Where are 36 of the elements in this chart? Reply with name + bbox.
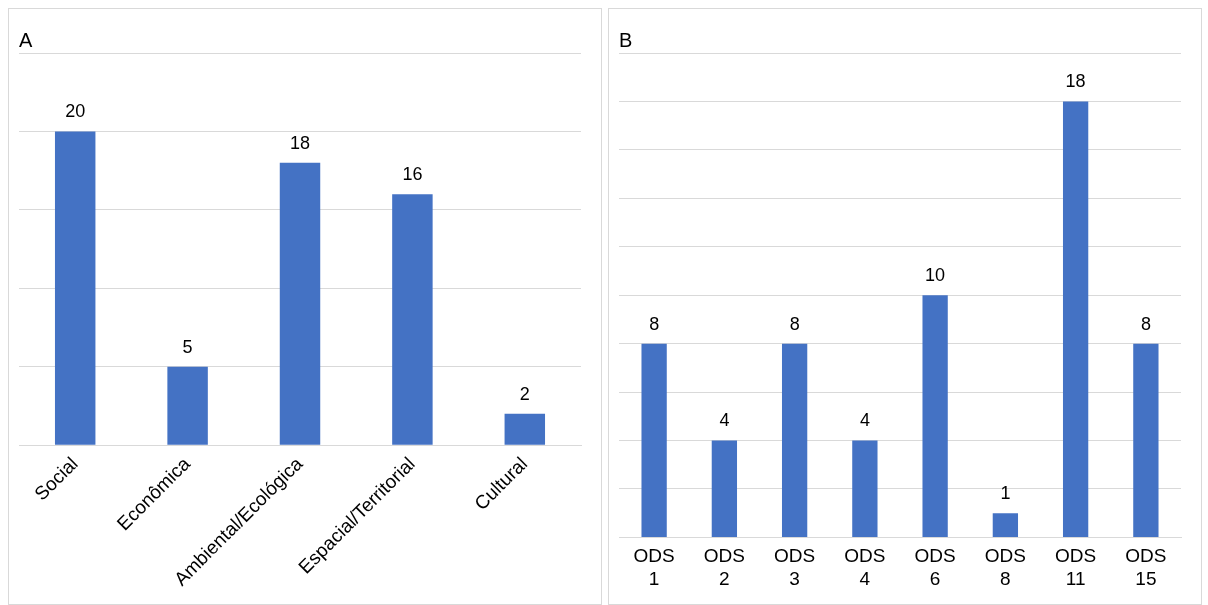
data-label: 10 — [925, 265, 946, 286]
chart-title: A — [19, 28, 33, 51]
x-tick-label: ODS 8 — [984, 545, 1026, 589]
x-tick-label: ODS 6 — [914, 545, 956, 589]
bar — [1062, 101, 1089, 537]
bar — [1133, 343, 1159, 537]
data-label: 1 — [1000, 483, 1011, 504]
bar — [852, 440, 878, 537]
chart-title: B — [619, 28, 633, 51]
x-tick-label: ODS 11 — [1055, 545, 1097, 589]
x-tick-label: ODS 15 — [1125, 545, 1167, 589]
data-label: 18 — [1065, 71, 1086, 92]
data-label: 18 — [289, 132, 311, 153]
data-label: 5 — [182, 336, 193, 357]
x-tick-label: ODS 4 — [844, 545, 886, 589]
x-tick-label: ODS 3 — [774, 545, 816, 589]
bar — [167, 366, 208, 445]
bar — [392, 194, 433, 445]
bar — [992, 513, 1019, 537]
bar — [279, 162, 321, 445]
data-label: 8 — [649, 313, 660, 334]
bar — [54, 131, 96, 445]
data-label: 2 — [519, 383, 530, 404]
bar — [641, 343, 667, 537]
x-tick-label: ODS 2 — [703, 545, 745, 589]
data-label: 8 — [1140, 313, 1151, 334]
bar — [922, 295, 948, 537]
data-label: 4 — [719, 410, 730, 431]
data-label: 8 — [789, 313, 800, 334]
data-label: 16 — [402, 164, 423, 185]
x-tick-label: ODS 1 — [633, 545, 675, 589]
data-label: 20 — [65, 101, 86, 122]
data-label: 4 — [859, 410, 870, 431]
bar — [504, 413, 546, 445]
bar — [781, 343, 808, 537]
bar — [711, 440, 738, 537]
